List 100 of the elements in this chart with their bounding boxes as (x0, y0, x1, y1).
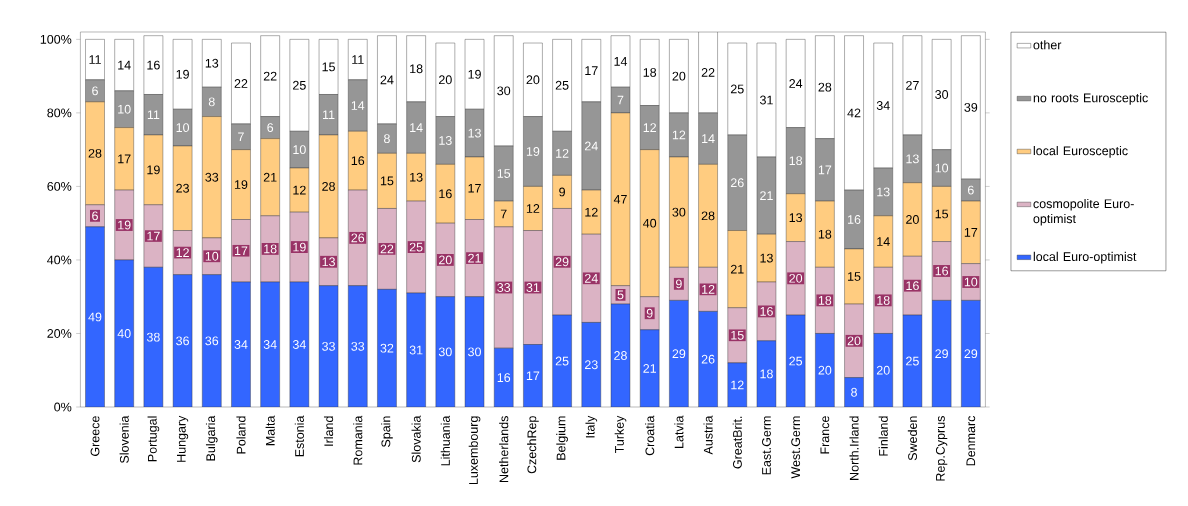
data-label: 25 (555, 80, 569, 90)
data-label: 38 (146, 332, 160, 342)
data-label: 17 (526, 371, 540, 381)
data-label: 25 (789, 356, 803, 366)
x-tick-label: Bulgaria (205, 415, 218, 461)
data-label: 22 (701, 68, 715, 77)
data-label: 15 (322, 62, 335, 72)
bar (231, 282, 251, 407)
legend-label: local Euro-optimist (1033, 251, 1137, 264)
x-tick-label: Lithuania (440, 415, 450, 466)
x-tick-label: GreatBrit. (732, 416, 742, 469)
data-label: 22 (380, 244, 394, 254)
data-label: 12 (643, 123, 657, 132)
data-label: 10 (964, 277, 978, 287)
data-label: 20 (526, 75, 540, 85)
x-tick-label: Slovakia (411, 415, 421, 463)
data-label: 12 (672, 130, 686, 140)
data-label: 16 (848, 215, 861, 224)
data-label: 14 (877, 237, 890, 246)
data-label: 31 (526, 283, 540, 292)
data-label: 34 (234, 340, 248, 349)
data-label: 10 (935, 163, 949, 173)
data-label: 21 (760, 191, 773, 200)
data-label: 11 (89, 55, 101, 64)
data-label: 6 (267, 123, 274, 133)
data-label: 9 (559, 187, 565, 197)
data-label: 12 (293, 185, 306, 195)
data-label: 7 (238, 132, 244, 142)
data-label: 15 (497, 169, 511, 178)
data-label: 12 (176, 248, 189, 257)
x-tick-label: France (820, 416, 830, 454)
data-label: 21 (468, 253, 481, 263)
data-label: 31 (759, 95, 773, 105)
bar (202, 274, 222, 407)
data-label: 9 (676, 279, 682, 289)
data-label: 25 (730, 84, 744, 94)
data-label: 16 (906, 281, 919, 291)
legend-label: cosmopolite Euro-optimist (1033, 198, 1134, 226)
data-label: 18 (789, 156, 803, 166)
x-tick-label: Rep.Cyprus (935, 416, 948, 481)
data-label: 9 (646, 308, 653, 318)
data-label: 10 (118, 104, 131, 114)
data-label: 20 (439, 75, 452, 85)
y-tick-label: 0% (54, 402, 72, 412)
data-label: 14 (351, 101, 365, 110)
data-label: 33 (322, 341, 335, 351)
x-tick-label: Austria (703, 415, 713, 455)
bar (85, 226, 105, 407)
bar (406, 293, 426, 407)
data-label: 24 (584, 141, 598, 151)
data-label: 28 (818, 82, 832, 92)
x-tick-label: North.Irland (849, 416, 859, 480)
data-label: 16 (497, 373, 511, 383)
data-label: 13 (877, 187, 890, 197)
data-label: 20 (672, 71, 686, 81)
x-tick-label: Greece (90, 416, 100, 456)
data-label: 25 (555, 356, 569, 366)
x-tick-label: Luxembourg (468, 416, 481, 485)
data-label: 21 (263, 172, 277, 182)
x-tick-label: CzechRep (527, 416, 539, 474)
bar (260, 282, 280, 407)
data-label: 29 (935, 349, 948, 359)
data-label: 12 (702, 284, 715, 294)
data-label: 49 (88, 312, 102, 322)
data-label: 6 (92, 86, 98, 96)
data-label: 40 (643, 218, 657, 228)
data-label: 15 (380, 176, 394, 186)
data-label: 13 (789, 213, 803, 223)
data-label: 12 (585, 207, 598, 217)
data-label: 18 (264, 244, 277, 254)
y-tick-label: 20% (47, 329, 72, 338)
data-label: 28 (701, 211, 715, 221)
data-label: 26 (701, 354, 715, 364)
data-label: 12 (556, 148, 569, 158)
data-label: 7 (617, 95, 624, 105)
data-label: 17 (818, 165, 832, 175)
data-label: 13 (439, 136, 452, 145)
data-label: 19 (468, 69, 481, 79)
bar (815, 333, 835, 407)
data-label: 17 (147, 231, 160, 241)
bar (348, 285, 368, 407)
x-tick-label: Turkey (614, 415, 627, 454)
data-label: 24 (380, 75, 394, 85)
data-label: 18 (643, 68, 657, 77)
data-label: 14 (614, 57, 628, 66)
data-label: 28 (88, 148, 102, 158)
data-label: 21 (643, 364, 657, 373)
data-label: 20 (876, 365, 890, 375)
data-label: 22 (263, 71, 277, 81)
x-tick-label: Italy (585, 415, 598, 438)
data-label: 28 (322, 181, 335, 191)
data-label: 18 (760, 369, 773, 379)
data-label: 14 (118, 60, 131, 70)
data-label: 14 (410, 123, 423, 132)
x-tick-label: Spain (381, 416, 393, 448)
data-label: 13 (906, 154, 919, 164)
data-label: 29 (672, 349, 686, 359)
data-label: 19 (118, 220, 131, 230)
x-tick-label: Portugal (147, 416, 160, 462)
data-label: 8 (384, 134, 390, 144)
